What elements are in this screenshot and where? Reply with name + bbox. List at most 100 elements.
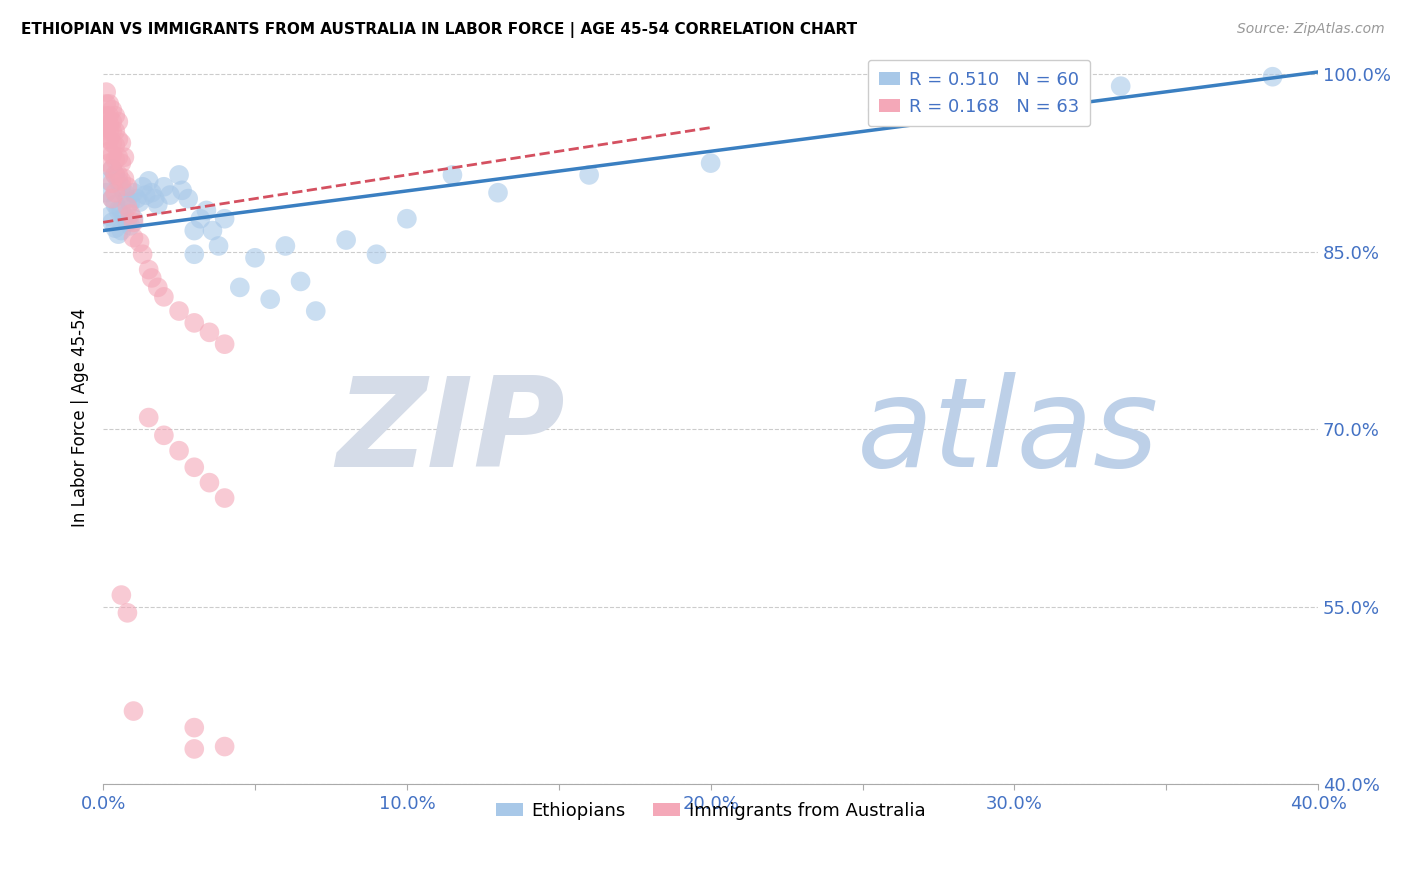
Point (141, 271, 163, 285)
Point (101, 114, 124, 128)
Point (131, 247, 153, 261)
Point (207, 239, 229, 253)
Point (107, 132, 129, 146)
Point (198, 475, 221, 490)
Point (183, 460, 205, 475)
Point (153, 290, 176, 304)
Point (110, 156, 132, 170)
Point (305, 304, 328, 318)
Point (96, 97, 118, 112)
Point (96, 128, 118, 143)
Point (112, 171, 135, 186)
Point (101, 192, 124, 206)
Point (104, 168, 127, 182)
Point (98, 210, 121, 224)
Point (101, 176, 124, 190)
Point (98, 124, 121, 138)
Point (98, 156, 121, 170)
Point (117, 200, 139, 214)
Point (104, 221, 127, 235)
Point (104, 168, 127, 182)
Point (101, 103, 124, 117)
Point (96, 109, 118, 123)
Point (101, 124, 124, 138)
Point (988, 85, 1011, 99)
Point (366, 247, 388, 261)
Point (201, 223, 224, 237)
Point (110, 588, 132, 602)
Point (290, 275, 312, 289)
Point (104, 124, 127, 138)
Point (188, 211, 211, 226)
Point (120, 195, 142, 210)
Point (195, 203, 218, 218)
Point (274, 239, 297, 253)
Point (112, 210, 135, 224)
Point (1261, 70, 1284, 84)
Point (146, 280, 169, 294)
Point (141, 186, 163, 200)
Point (107, 114, 129, 128)
Point (110, 179, 132, 194)
Point (101, 161, 124, 176)
Point (107, 203, 129, 218)
Point (214, 491, 236, 505)
Point (167, 443, 190, 458)
Point (259, 292, 281, 306)
Point (117, 192, 139, 206)
Point (117, 179, 139, 194)
Point (159, 188, 181, 202)
Point (128, 195, 150, 210)
Point (135, 188, 157, 202)
Point (183, 223, 205, 237)
Point (172, 183, 194, 197)
Point (96, 120, 118, 135)
Point (153, 179, 176, 194)
Point (699, 156, 721, 170)
Point (110, 136, 132, 150)
Point (214, 337, 236, 351)
Point (146, 197, 169, 211)
Point (98, 117, 121, 131)
Y-axis label: In Labor Force | Age 45-54: In Labor Force | Age 45-54 (72, 308, 89, 527)
Point (125, 192, 148, 206)
Point (153, 428, 176, 442)
Point (138, 410, 160, 425)
Point (112, 150, 135, 164)
Point (122, 704, 145, 718)
Point (104, 138, 127, 153)
Point (107, 174, 129, 188)
Point (395, 211, 418, 226)
Point (177, 192, 200, 206)
Point (112, 186, 135, 200)
Point (110, 203, 132, 218)
Point (107, 168, 129, 182)
Point (167, 168, 190, 182)
Point (138, 174, 160, 188)
Point (183, 742, 205, 756)
Point (107, 227, 129, 241)
Point (110, 223, 132, 237)
Point (96, 114, 118, 128)
Point (198, 326, 221, 340)
Point (98, 109, 121, 123)
Legend: Ethiopians, Immigrants from Australia: Ethiopians, Immigrants from Australia (488, 794, 934, 827)
Point (138, 262, 160, 277)
Point (101, 215, 124, 229)
Text: atlas: atlas (856, 372, 1159, 492)
Point (122, 215, 145, 229)
Point (101, 148, 124, 162)
Point (122, 211, 145, 226)
Point (104, 186, 127, 200)
Point (183, 247, 205, 261)
Point (1109, 79, 1132, 94)
Point (229, 280, 252, 294)
Point (101, 136, 124, 150)
Text: ETHIOPIAN VS IMMIGRANTS FROM AUSTRALIA IN LABOR FORCE | AGE 45-54 CORRELATION CH: ETHIOPIAN VS IMMIGRANTS FROM AUSTRALIA I… (21, 22, 858, 38)
Point (98, 174, 121, 188)
Point (131, 179, 153, 194)
Point (107, 150, 129, 164)
Point (104, 109, 127, 123)
Point (98, 145, 121, 159)
Point (167, 304, 190, 318)
